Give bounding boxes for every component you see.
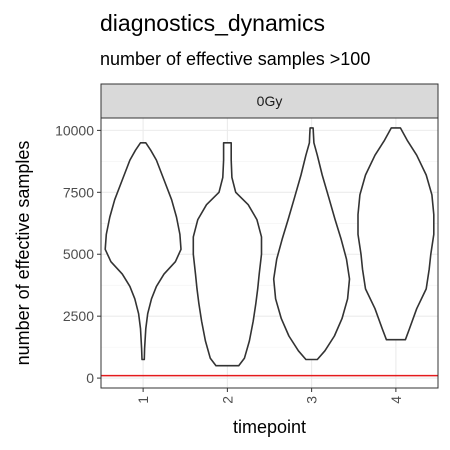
chart-title: diagnostics_dynamics bbox=[100, 10, 325, 36]
facet-strip bbox=[100, 83, 439, 119]
facet-label: 0Gy bbox=[257, 93, 283, 109]
y-tick-label: 5000 bbox=[63, 246, 94, 262]
y-axis-ticks: 0 2500 5000 7500 10000 bbox=[55, 122, 101, 386]
x-tick-label: 3 bbox=[304, 396, 320, 404]
y-tick-label: 0 bbox=[86, 370, 94, 386]
violin-timepoint-4 bbox=[357, 127, 435, 341]
chart-subtitle: number of effective samples >100 bbox=[100, 49, 370, 69]
y-axis-title: number of effective samples bbox=[13, 141, 33, 366]
x-axis-title: timepoint bbox=[233, 417, 306, 437]
violins bbox=[104, 127, 435, 367]
x-tick-label: 4 bbox=[388, 396, 404, 404]
panel-border bbox=[100, 117, 439, 389]
x-axis-ticks: 1 2 3 4 bbox=[135, 388, 404, 404]
y-tick-label: 7500 bbox=[63, 184, 94, 200]
x-tick-label: 2 bbox=[219, 396, 235, 404]
y-tick-label: 2500 bbox=[63, 308, 94, 324]
violin-timepoint-3 bbox=[272, 127, 351, 361]
x-tick-label: 1 bbox=[135, 396, 151, 404]
violin-timepoint-2 bbox=[192, 142, 263, 367]
violin-timepoint-1 bbox=[104, 142, 182, 361]
y-tick-label: 10000 bbox=[55, 122, 94, 138]
